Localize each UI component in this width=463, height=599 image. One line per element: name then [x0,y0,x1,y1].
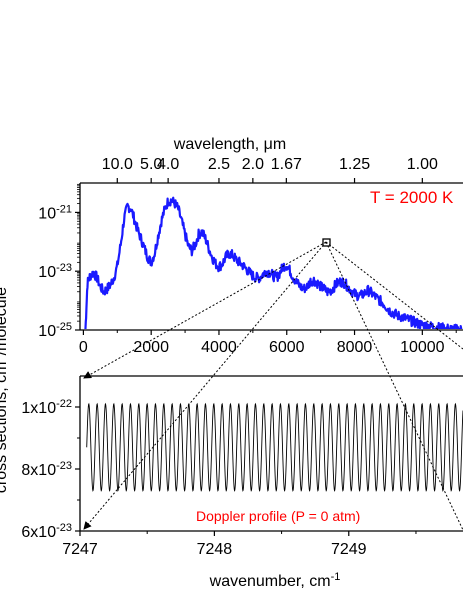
zoom-line-3 [325,241,463,350]
y-axis-title: cross sections, cm2/molecule [0,287,10,493]
zoom-marker [322,238,331,247]
bottom-xtick-label: 7249 [331,541,367,558]
x-axis-title: wavenumber, cm-1 [209,571,341,590]
top-axis-title: wavelength, μm [173,136,286,153]
top-xtick-label: 10000 [400,339,445,356]
top-series-line [84,196,463,329]
top-ytick-label: 10-23 [38,262,72,281]
top-wavelength-label: 1.25 [339,156,370,173]
top-xtick-label: 0 [79,339,88,356]
bottom-ytick-label: 6x10-23 [21,522,72,541]
zoom-connectors [83,241,463,531]
doppler-annotation: Doppler profile (P = 0 atm) [196,508,360,524]
top-panel-ticks: 0 2000 4000 6000 8000 10000 10.0 5.04.0 2.5 2.0 1.… [38,156,457,356]
top-wavelength-label: 1.00 [407,156,438,173]
bottom-xtick-label: 7247 [62,541,98,558]
bottom-panel: 7247 7248 7249 1x10-22 8x10-23 6x10-23 Dopple… [21,375,463,590]
top-panel: 0 2000 4000 6000 8000 10000 10.0 5.04.0 2.5 2.0 1.… [38,136,463,356]
bottom-series-line [86,402,463,492]
top-xtick-label: 2000 [133,339,169,356]
top-wavelength-label: 2.0 [242,156,264,173]
temperature-annotation: T = 2000 K [370,188,454,207]
zoom-line-2 [83,241,327,530]
top-panel-series [84,196,463,329]
top-xtick-label: 4000 [201,339,237,356]
top-wavelength-label: 10.0 [102,156,133,173]
top-xtick-label: 6000 [269,339,305,356]
top-wavelength-label: 5.0 [140,156,162,173]
top-ytick-label: 10-25 [38,321,72,340]
zoom-line-1 [83,241,327,379]
top-wavelength-label: 4.0 [157,156,179,173]
zoom-line-4 [325,241,463,531]
bottom-ytick-label: 1x10-22 [21,398,72,417]
bottom-xtick-label: 7248 [197,541,233,558]
top-wavelength-label: 1.67 [271,156,302,173]
bottom-panel-series [86,402,463,492]
bottom-panel-ticks: 7247 7248 7249 1x10-22 8x10-23 6x10-23 [21,398,417,558]
top-ytick-label: 10-21 [38,203,72,222]
top-xtick-label: 8000 [337,339,373,356]
top-wavelength-label: 2.5 [208,156,230,173]
bottom-ytick-label: 8x10-23 [21,460,72,479]
